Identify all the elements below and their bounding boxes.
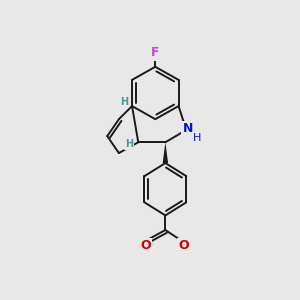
Text: H: H bbox=[125, 139, 133, 149]
Text: N: N bbox=[183, 122, 193, 135]
Text: H: H bbox=[193, 133, 201, 142]
Polygon shape bbox=[163, 142, 168, 163]
Text: O: O bbox=[140, 239, 151, 252]
Text: H: H bbox=[120, 97, 128, 107]
Text: F: F bbox=[151, 46, 160, 59]
Text: O: O bbox=[179, 239, 189, 252]
